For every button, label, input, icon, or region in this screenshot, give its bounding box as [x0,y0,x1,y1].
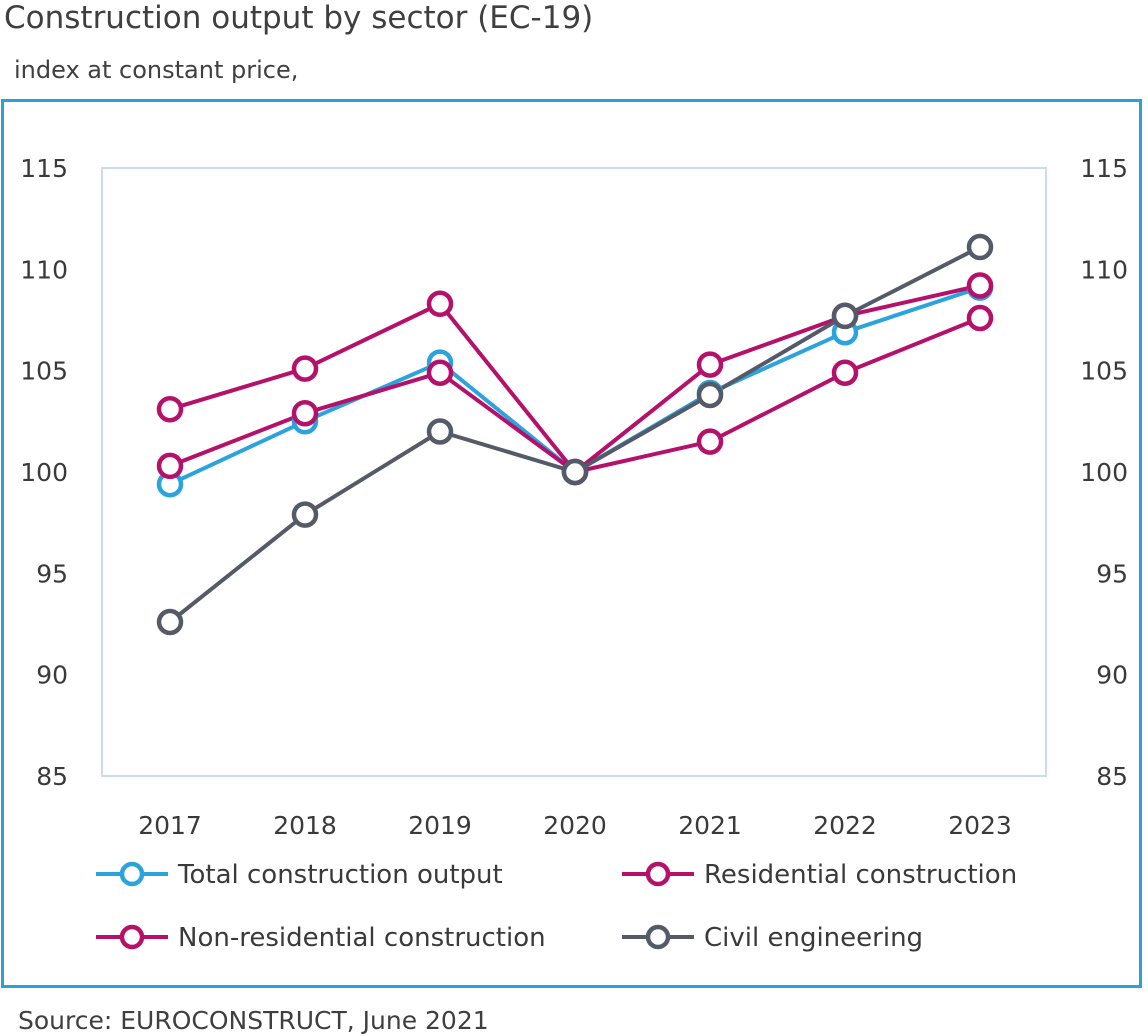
data-point [291,399,319,427]
y-tick-label-right: 95 [1096,559,1128,588]
data-point [696,351,724,378]
legend-label: Civil engineering [704,923,923,953]
legend-label: Non-residential construction [178,923,546,953]
data-point [291,501,319,528]
y-axis-left: 115 110 105 100 95 90 85 [20,154,68,791]
y-tick-label-right: 110 [1080,255,1128,284]
y-tick-label-right: 100 [1080,458,1128,487]
y-tick-label-left: 115 [20,154,68,183]
line-chart: 115 110 105 100 95 90 85 115 110 105 100 95 90 85 20… [20,154,1128,953]
x-tick-label: 2021 [678,811,742,840]
legend: Total construction output Residential con… [96,860,1017,953]
x-tick-label: 2018 [273,811,337,840]
x-tick-label: 2017 [138,811,202,840]
data-point [156,452,184,480]
series-line [168,283,982,474]
y-tick-label-left: 85 [36,762,68,791]
x-axis: 2017 2018 2019 2020 2021 2022 2023 [138,811,1012,840]
y-tick-label-left: 100 [20,458,68,487]
y-axis-right: 115 110 105 100 95 90 85 [1080,154,1128,791]
data-point [696,381,724,409]
data-point [291,355,319,382]
legend-swatch-marker [645,861,671,887]
plot-area [101,167,1047,777]
series-line [168,245,982,624]
y-tick-label-left: 95 [36,559,68,588]
chart-title: Construction output by sector (EC-19) [4,0,594,36]
legend-label: Residential construction [704,860,1017,890]
series-lines [168,245,982,624]
y-tick-label-left: 90 [36,661,68,690]
data-point [426,418,454,445]
x-tick-label: 2019 [408,811,472,840]
data-point [966,233,994,261]
y-tick-label-right: 85 [1096,762,1128,791]
y-tick-label-right: 90 [1096,661,1128,690]
legend-swatch-marker [119,924,145,950]
series-line [168,285,982,487]
legend-swatch-marker [119,861,145,887]
y-tick-label-left: 110 [20,255,68,284]
data-point [156,608,184,636]
data-point [561,458,589,486]
x-tick-label: 2020 [543,811,607,840]
x-tick-label: 2022 [813,811,877,840]
chart-frame [1,99,1142,988]
source-note: Source: EUROCONSTRUCT, June 2021 [18,1006,489,1035]
legend-swatch-marker [645,924,671,950]
data-point [966,272,994,299]
legend-label: Total construction output [177,860,503,890]
chart-subtitle: index at constant price, [14,56,299,84]
data-point [426,290,454,318]
y-tick-label-right: 115 [1080,154,1128,183]
data-point [831,302,859,330]
series-markers [156,233,994,636]
data-point [156,395,184,423]
data-point [966,304,994,332]
x-tick-label: 2023 [948,811,1012,840]
data-point [426,359,454,386]
data-point [831,359,859,386]
y-tick-label-left: 105 [20,357,68,386]
data-point [696,428,724,455]
y-tick-label-right: 105 [1080,357,1128,386]
